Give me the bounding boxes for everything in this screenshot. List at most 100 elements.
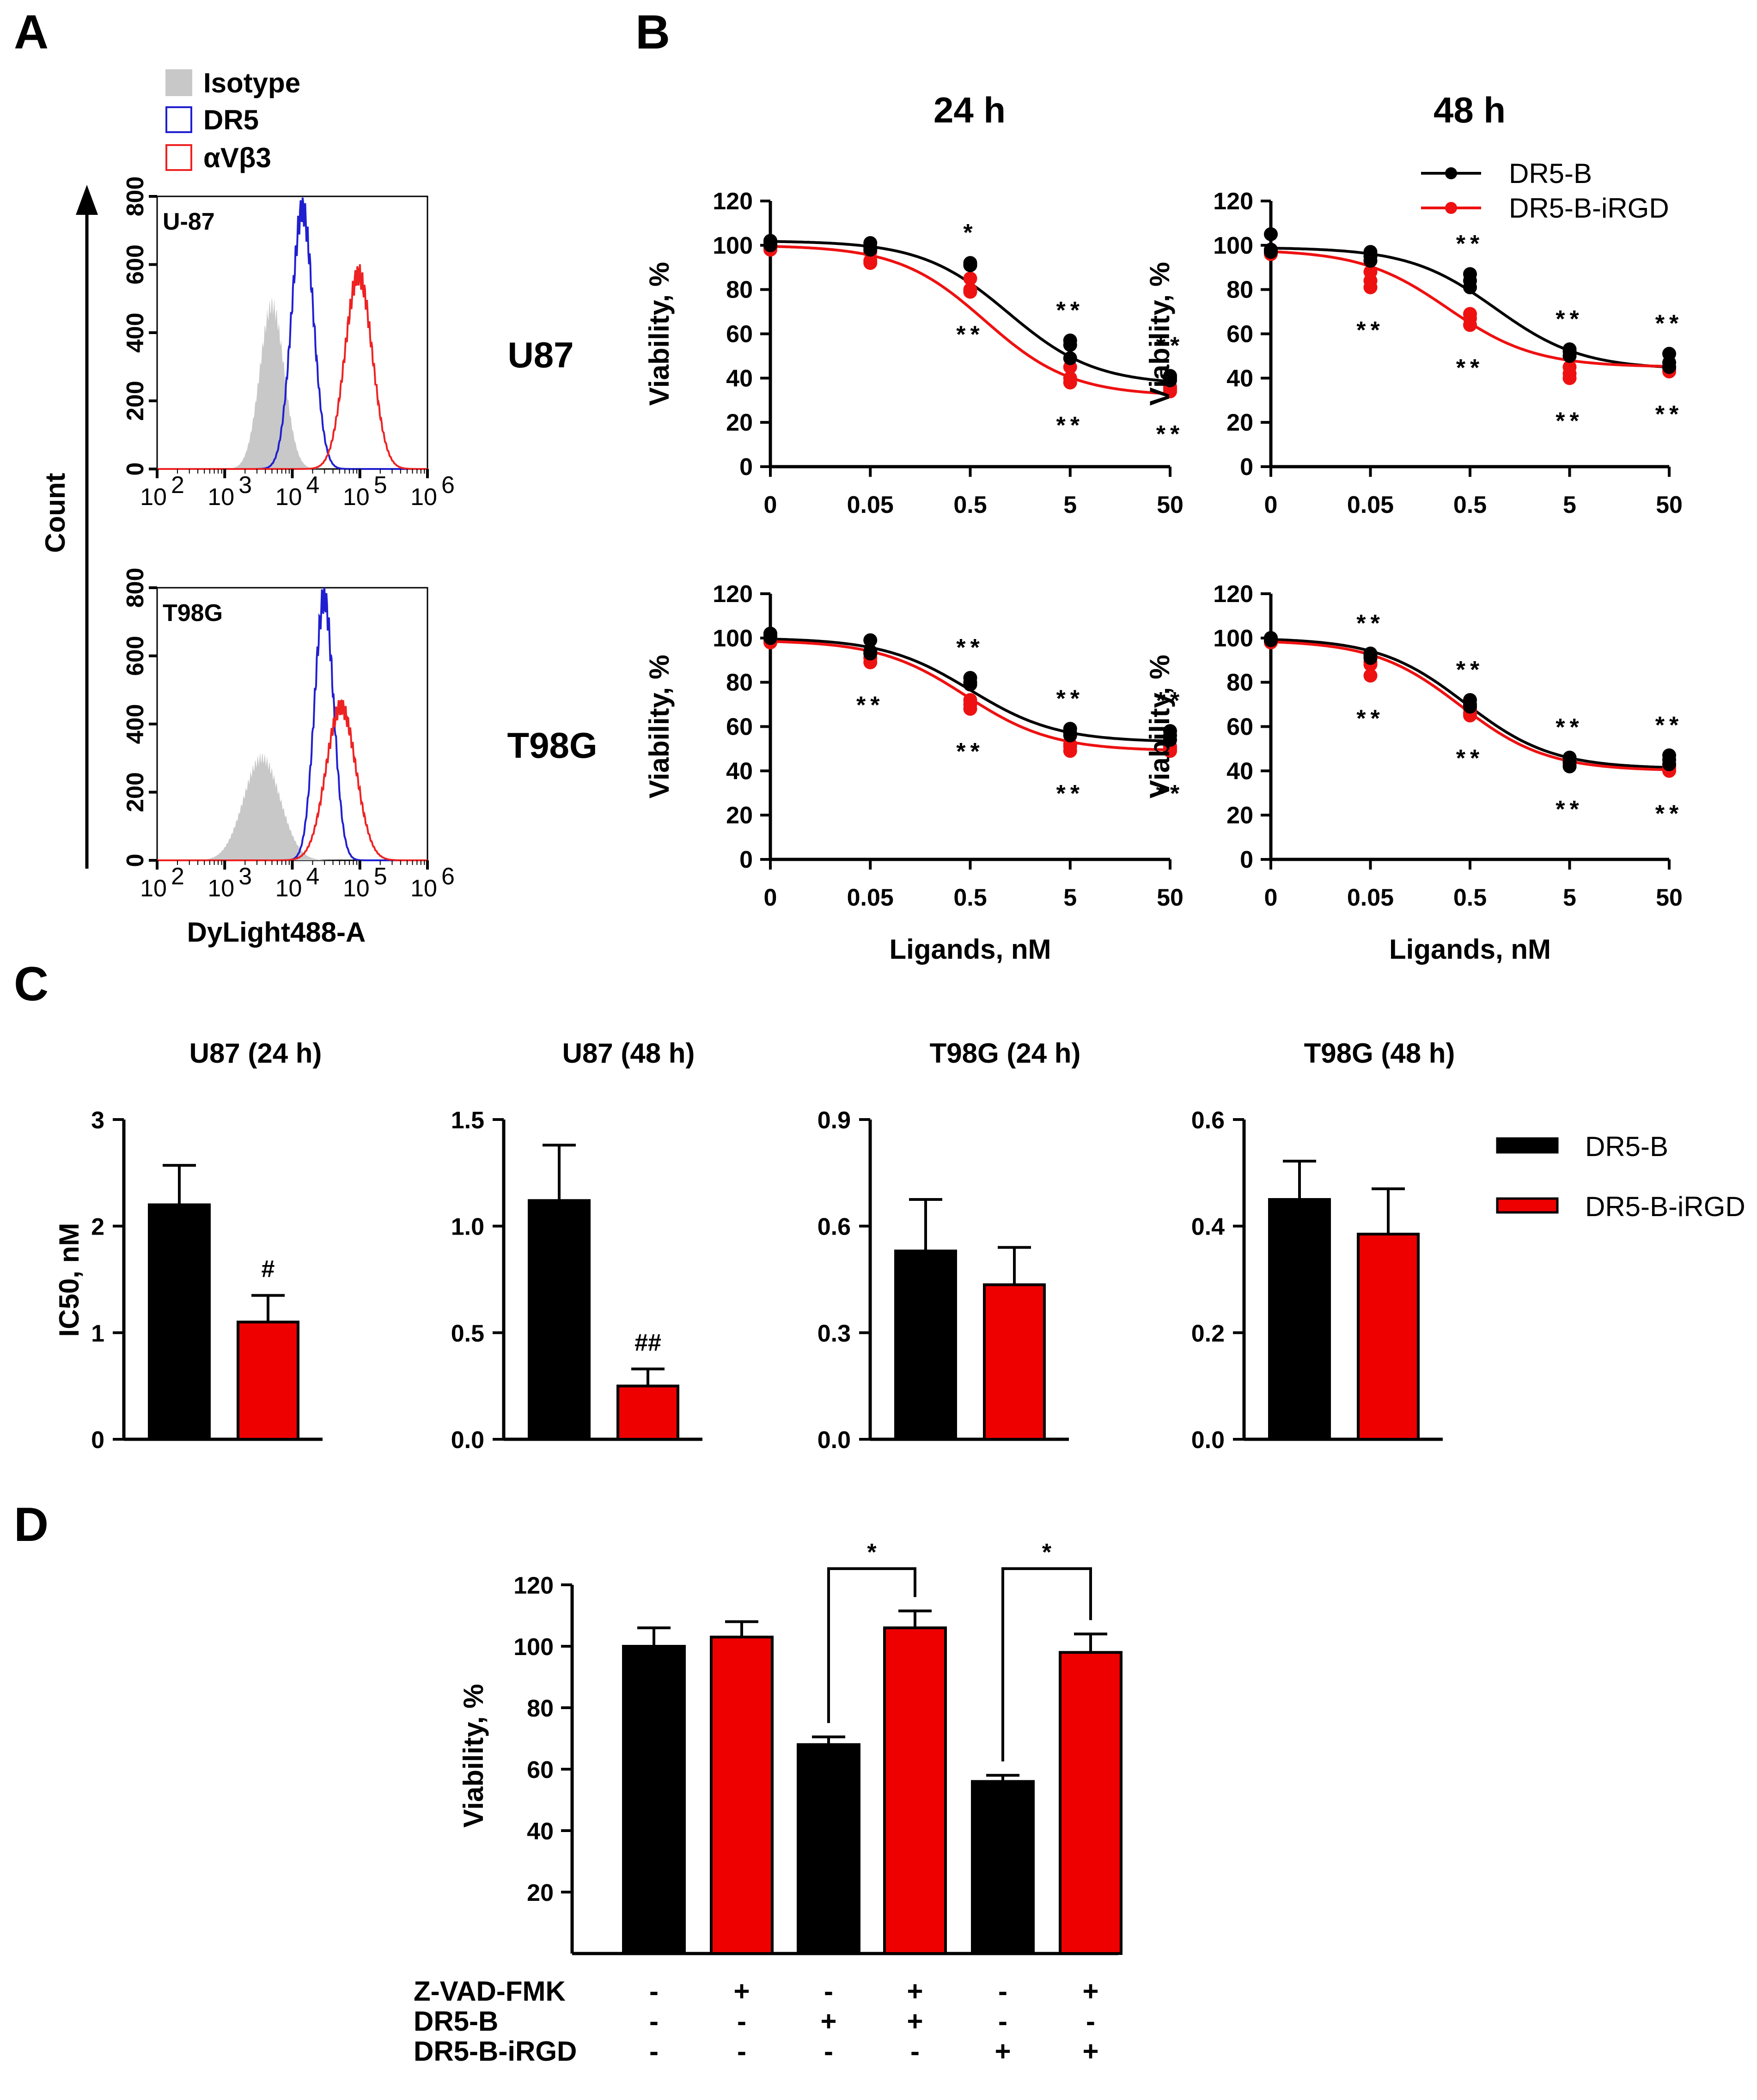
condition-sign: - [998,1976,1007,2007]
point-dr5-b-irgd [1363,669,1378,683]
legend-dr5-label: DR5 [203,104,259,135]
y-tick-label: 100 [713,232,753,259]
significance-above: ** [1356,610,1384,637]
legend-marker [1445,167,1457,179]
y-tick-label: 0 [122,463,149,476]
x-tick-label: 50 [1656,492,1683,518]
x-tick-exponent: 4 [306,863,320,890]
condition-sign: - [824,2036,833,2067]
point-dr5-b-irgd [1163,384,1177,399]
significance-star: * [1042,1539,1052,1566]
bar-dr5-b [148,1203,211,1441]
dose-response-plot: 0 20 40 60 80 100 120 0 0.05 0.5 5 50 Viability, % Li… [1144,581,1683,965]
y-tick-label: 0.2 [1191,1320,1225,1347]
point-dr5-b [1063,351,1077,365]
y-tick-label: 40 [1226,365,1253,392]
legend-isotype-label: Isotype [203,67,300,98]
significance-above: ** [1655,712,1683,739]
point-dr5-b [763,238,777,252]
x-tick-exponent: 3 [238,863,252,890]
y-tick-label: 100 [1213,232,1253,259]
col-title-48h: 48 h [1434,90,1506,130]
ic50-plot-title: U87 (48 h) [562,1038,695,1069]
y-tick-label: 1.0 [451,1214,484,1241]
y-tick-label: 60 [726,321,753,348]
point-dr5-b [963,677,977,692]
bar-dr5-b-irgd [1357,1232,1420,1441]
significance-above: ** [1156,688,1184,714]
y-tick-label: 20 [1226,409,1253,436]
condition-sign: - [1086,2006,1095,2037]
point-dr5-b-irgd [1063,375,1077,390]
bar-black [971,1780,1035,1955]
ic50-plot: U87 (48 h) 0.0 0.5 1.0 1.5 ## [451,1038,702,1454]
ic50-axis-label: IC50, nM [54,1223,85,1337]
x-tick-label: 0 [764,492,777,518]
y-tick-label: 0 [1240,846,1253,873]
ic50-plot-title: U87 (24 h) [189,1038,322,1069]
x-tick-label: 0.5 [1453,884,1487,911]
y-tick-label: 20 [527,1880,554,1906]
panel-label-d: D [14,1498,49,1552]
y-axis-label: Viability, % [1144,262,1175,406]
significance-below: ** [1456,354,1484,381]
significance-below: ** [1655,800,1683,827]
condition-sign: + [1082,2036,1098,2067]
point-dr5-b [863,633,878,647]
viability-axis-label: Viability, % [458,1684,489,1827]
significance-below: ** [956,321,984,348]
condition-sign: + [907,2006,923,2037]
y-tick-label: 120 [1213,188,1253,215]
legend-label: DR5-B-iRGD [1509,193,1669,224]
x-tick-label: 50 [1656,884,1683,911]
y-tick-label: 20 [1226,802,1253,829]
x-tick-label: 0 [1264,884,1278,911]
point-dr5-b-irgd [963,702,977,716]
y-tick-label: 100 [513,1634,554,1661]
y-tick-label: 80 [1226,670,1253,696]
x-tick-label: 0.05 [847,492,894,518]
significance-below: ** [1556,408,1583,434]
condition-row-label: DR5-B-iRGD [414,2036,577,2067]
x-tick-exponent: 2 [171,472,184,499]
point-dr5-b [1662,360,1676,374]
significance-above: ** [1456,231,1484,257]
point-dr5-b-irgd [963,285,977,299]
y-tick-label: 120 [513,1572,554,1599]
y-axis-label: Viability, % [644,655,675,798]
point-dr5-b [1562,759,1577,773]
y-tick-label: 600 [122,636,149,676]
condition-row-label: DR5-B [414,2006,498,2037]
x-tick-label: 50 [1157,492,1184,518]
y-tick-label: 120 [1213,581,1253,608]
x-tick-label: 50 [1157,884,1184,911]
y-tick-label: 400 [122,313,149,353]
x-tick-label: 10 [343,484,370,511]
panel-b-dose-response: 24 h 48 h U87 T98G DR5-B DR5-B-iRGD 0 20 40 60 80 1… [507,90,1683,965]
histogram-name: T98G [163,600,223,627]
significance-bracket [1001,1567,1092,1762]
y-tick-label: 60 [1226,714,1253,741]
x-tick-label: 0.05 [1347,884,1394,911]
condition-row-label: Z-VAD-FMK [414,1976,566,2007]
y-tick-label: 200 [122,772,149,812]
x-tick-exponent: 5 [374,863,387,890]
condition-sign: + [994,2036,1011,2067]
fit-curve-dr5-b-irgd [770,245,1171,396]
y-tick-label: 0 [91,1427,104,1454]
bar-dr5-b [528,1199,591,1441]
significance-above: ** [1156,333,1184,359]
point-dr5-b [1363,254,1378,268]
y-tick-label: 0 [1240,454,1253,481]
significance-below: ** [1356,705,1384,732]
point-dr5-b [1562,349,1577,363]
y-tick-label: 0.3 [817,1320,851,1347]
significance-annotation: # [262,1256,275,1283]
isotype-histogram [157,753,427,860]
y-tick-label: 40 [1226,758,1253,785]
count-label: Count [40,473,71,553]
bar-black [622,1645,686,1955]
bar-dr5-b [894,1249,957,1441]
point-dr5-b-irgd [1363,280,1378,294]
